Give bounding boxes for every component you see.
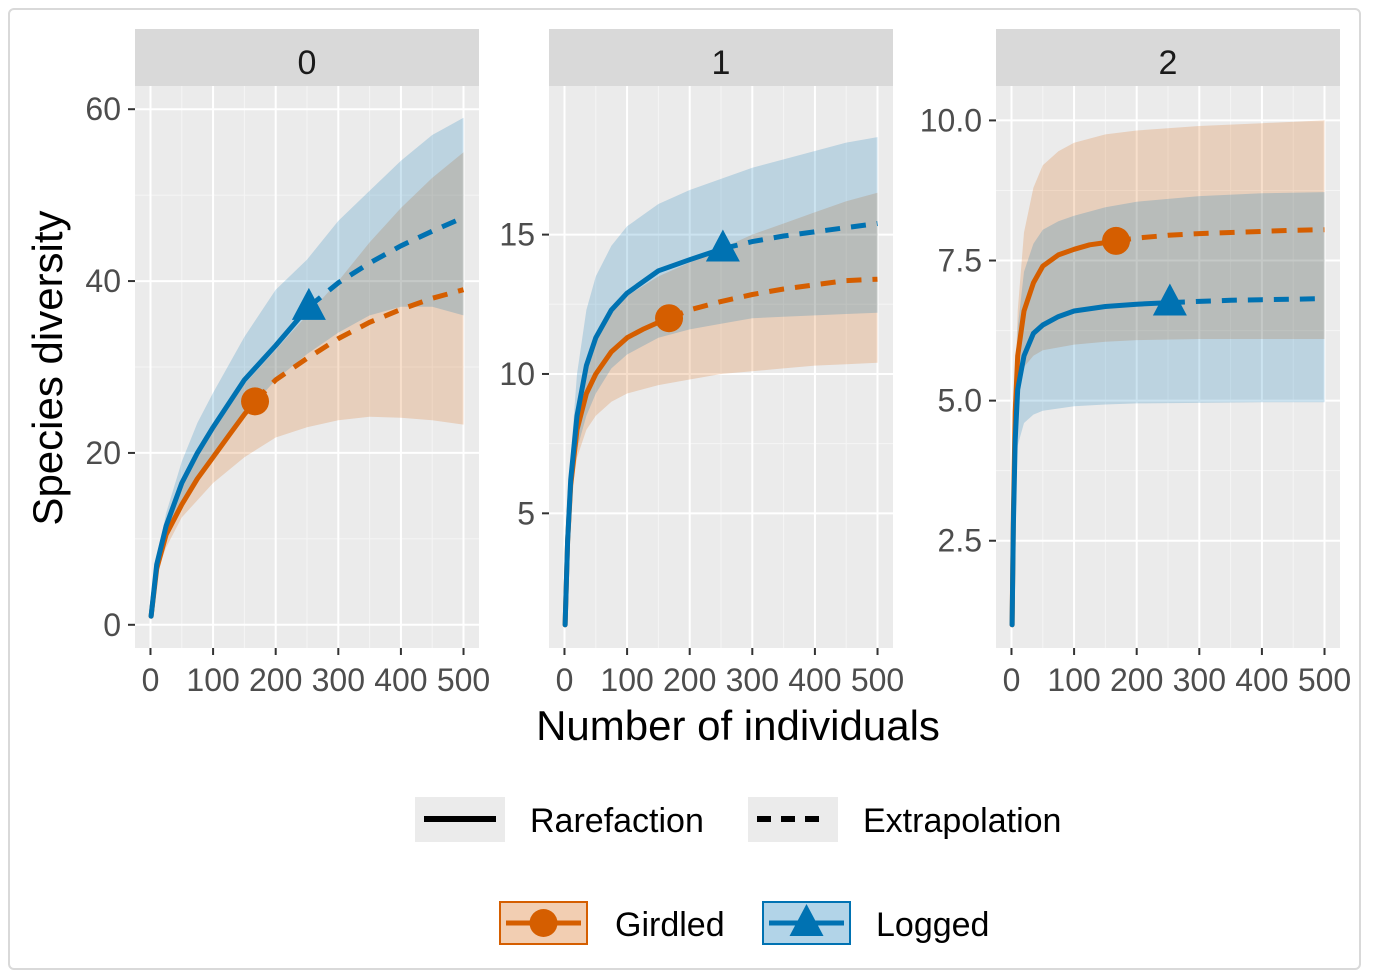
x-tick-label: 100 <box>186 662 239 698</box>
y-axis-title: Species diversity <box>24 210 71 525</box>
legend-marker-circle <box>529 909 558 937</box>
x-tick-label: 100 <box>600 662 653 698</box>
observed-point-logged <box>705 229 740 262</box>
y-tick-label: 2.5 <box>938 523 982 559</box>
x-tick-label: 400 <box>788 662 841 698</box>
x-tick-label: 200 <box>249 662 302 698</box>
rarefaction-line-logged <box>148 304 312 619</box>
extrapolation-line-girdled <box>1115 227 1325 244</box>
extrapolation-line-girdled <box>253 287 465 404</box>
extrapolation-line-girdled <box>668 276 878 321</box>
linetype-legend: Rarefaction Extrapolation <box>415 797 1061 842</box>
x-tick-label: 500 <box>851 662 904 698</box>
y-tick-label: 7.5 <box>938 243 982 279</box>
confidence-band-girdled <box>151 152 464 617</box>
x-tick-label: 200 <box>1110 662 1163 698</box>
x-tick-label: 0 <box>1003 662 1021 698</box>
extrapolation-line-logged <box>307 215 465 309</box>
x-tick-label: 100 <box>1047 662 1100 698</box>
facet-strip-label: 0 <box>298 44 317 82</box>
legend-label: Girdled <box>615 906 725 944</box>
legend-label: Rarefaction <box>530 802 704 840</box>
x-tick-label: 400 <box>1235 662 1288 698</box>
extrapolation-line-logged <box>722 221 878 252</box>
confidence-band-logged <box>151 117 464 617</box>
x-tick-label: 500 <box>1298 662 1351 698</box>
x-tick-label: 300 <box>1173 662 1226 698</box>
facet-strip-label: 1 <box>712 44 731 82</box>
y-tick-label: 5.0 <box>938 383 982 419</box>
facet-strip <box>996 29 1340 86</box>
y-tick-label: 40 <box>85 263 121 299</box>
observed-point-girdled <box>241 387 270 416</box>
facet-strip <box>549 29 893 86</box>
observed-point-girdled <box>1102 226 1131 255</box>
x-tick-label: 300 <box>726 662 779 698</box>
y-tick-label: 0 <box>103 607 121 643</box>
rarefaction-line-logged <box>1009 300 1173 628</box>
confidence-band-logged <box>565 137 878 625</box>
y-tick-label: 60 <box>85 91 121 127</box>
x-tick-label: 500 <box>437 662 490 698</box>
observed-point-girdled <box>655 304 684 333</box>
confidence-band-logged <box>1012 192 1325 625</box>
group-legend: Girdled Logged <box>499 901 989 945</box>
confidence-band-girdled <box>565 192 878 625</box>
y-tick-label: 20 <box>85 435 121 471</box>
x-tick-label: 0 <box>142 662 160 698</box>
x-tick-label: 400 <box>374 662 427 698</box>
y-tick-label: 10.0 <box>920 102 982 138</box>
legend-label: Extrapolation <box>863 802 1061 840</box>
y-tick-label: 15 <box>499 217 535 253</box>
observed-point-logged <box>1152 283 1187 316</box>
facet-panel-2: 2 0 100 200 300 400 500 2.5 5.0 7.5 10.0 <box>920 29 1351 698</box>
observed-point-logged <box>291 287 326 320</box>
y-tick-label: 5 <box>517 495 535 531</box>
legend-marker-triangle <box>789 904 824 936</box>
x-tick-label: 200 <box>663 662 716 698</box>
y-tick-label: 10 <box>499 356 535 392</box>
x-tick-label: 0 <box>556 662 574 698</box>
rarefaction-line-logged <box>562 246 726 628</box>
facet-strip-label: 2 <box>1159 44 1178 82</box>
x-tick-label: 300 <box>312 662 365 698</box>
x-axis-title: Number of individuals <box>536 702 940 749</box>
facet-strip <box>135 29 479 86</box>
legend-label: Logged <box>876 906 989 944</box>
